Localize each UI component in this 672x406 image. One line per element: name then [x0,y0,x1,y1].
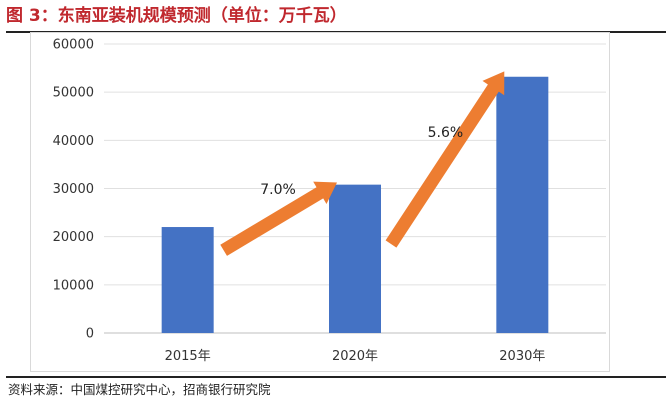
x-category-label: 2020年 [332,349,378,364]
growth-rate-label: 7.0% [260,182,296,198]
y-tick-label: 20000 [53,230,94,245]
top-rule [6,31,666,33]
x-category-label: 2015年 [165,349,211,364]
y-tick-label: 60000 [53,38,94,53]
growth-arrow-0 [220,181,337,256]
y-tick-label: 50000 [53,86,94,101]
y-tick-label: 40000 [53,134,94,149]
y-tick-label: 10000 [53,278,94,293]
growth-rate-label: 5.6% [428,125,464,141]
x-axis-categories: 2015年 2020年 2030年 [165,349,546,364]
figure-title: 图 3：东南亚装机规模预测（单位：万千瓦） [6,6,347,26]
growth-arrow-1 [385,71,505,248]
y-tick-label: 30000 [53,182,94,197]
bars [161,76,549,334]
y-tick-label: 0 [86,327,94,342]
bar-0 [161,227,214,333]
y-axis-ticks: 0 10000 20000 30000 40000 50000 60000 [53,38,94,342]
bar-1 [329,184,381,333]
bottom-rule [6,376,666,378]
growth-annotations: 7.0% 5.6% [220,71,505,256]
source-note: 资料来源：中国煤控研究中心，招商银行研究院 [8,382,271,397]
bar-2 [496,76,549,334]
x-category-label: 2030年 [499,349,545,364]
